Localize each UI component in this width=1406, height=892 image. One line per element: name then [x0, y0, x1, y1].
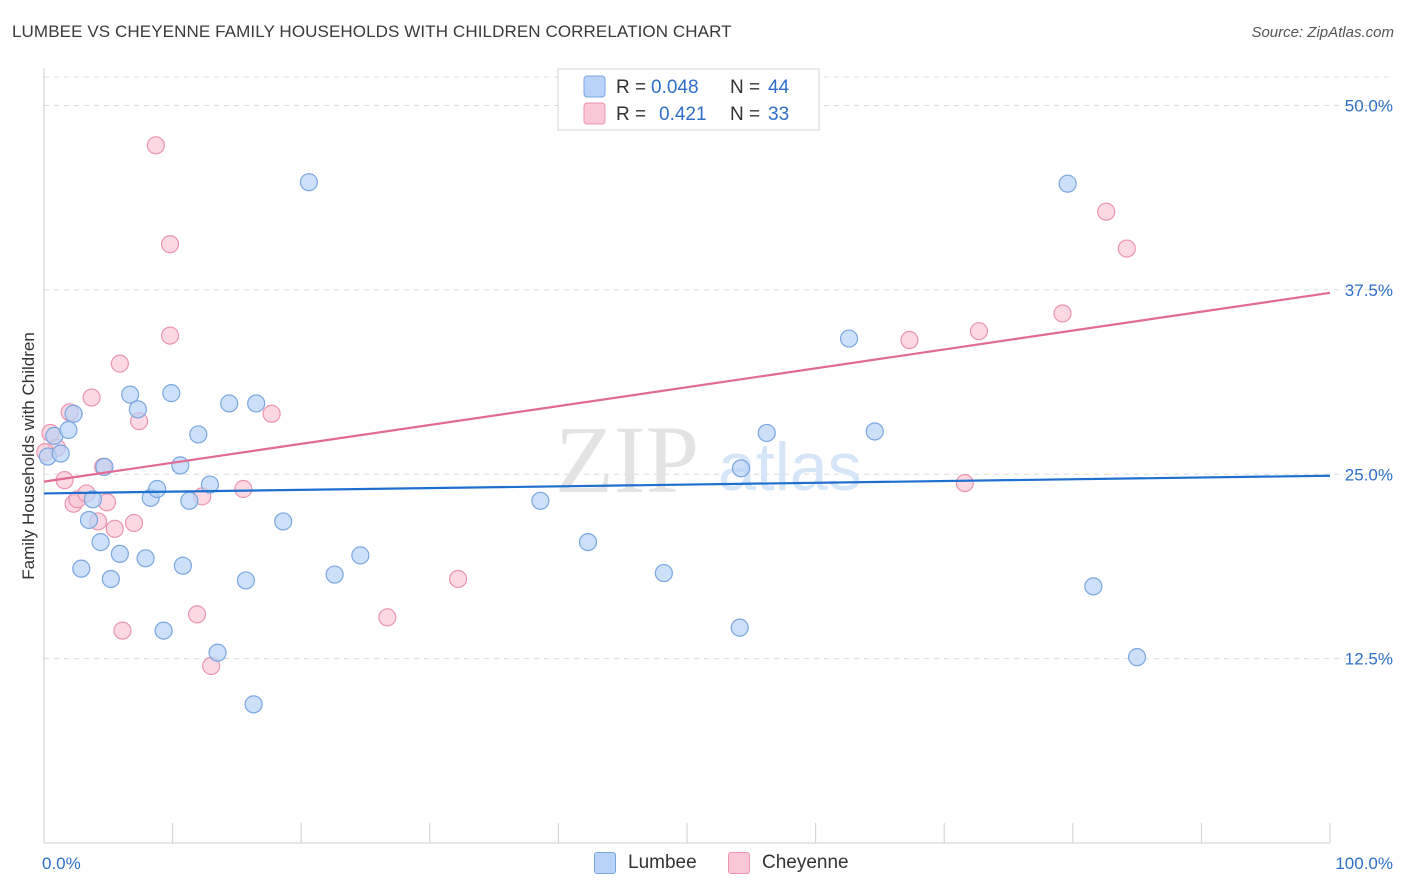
cheyenne-point-18 — [160, 326, 180, 345]
lumbee-point-22 — [189, 425, 208, 444]
lumbee-point-20 — [173, 556, 192, 575]
legend-n-label-1: N = — [730, 77, 760, 98]
series-lumbee-points — [38, 173, 1147, 714]
y-tick-labels: 12.5% 25.0% 37.5% 50.0% — [1345, 97, 1393, 669]
lumbee-point-23 — [200, 475, 219, 494]
cheyenne-point-30 — [1097, 202, 1116, 221]
legend-n-label-2: N = — [730, 104, 760, 125]
lumbee-point-8 — [91, 532, 110, 552]
lumbee-trend-line — [43, 474, 1331, 495]
lumbee-point-43 — [1127, 648, 1147, 667]
watermark: ZIP atlas — [555, 406, 862, 513]
lumbee-point-17 — [154, 621, 173, 640]
lumbee-point-38 — [757, 423, 776, 443]
legend-n-value-1: 44 — [768, 77, 790, 98]
y-tick-label-2: 37.5% — [1345, 281, 1393, 300]
legend-swatch-lumbee — [583, 75, 606, 98]
legend-r-value-1: 0.048 — [651, 77, 699, 98]
legend-n-value-2: 33 — [768, 104, 789, 125]
lumbee-point-40 — [865, 422, 884, 441]
cheyenne-label: Cheyenne — [762, 852, 849, 873]
lumbee-point-5 — [72, 559, 91, 578]
y-axis-label: Family Households with Children — [19, 332, 38, 580]
cheyenne-point-11 — [105, 519, 124, 538]
trend-lines — [43, 291, 1331, 495]
lumbee-point-29 — [274, 512, 293, 531]
lumbee-point-19 — [171, 456, 190, 475]
lumbee-point-2 — [51, 444, 70, 463]
lumbee-point-32 — [351, 546, 370, 565]
lumbee-point-4 — [64, 404, 83, 423]
x-tick-labels: 0.0% 100.0% — [42, 854, 1393, 873]
lumbee-point-11 — [110, 544, 129, 564]
cheyenne-point-27 — [955, 474, 974, 493]
lumbee-point-36 — [730, 618, 749, 637]
cheyenne-point-23 — [262, 404, 281, 423]
lumbee-point-28 — [247, 394, 266, 413]
cheyenne-trend-line — [43, 291, 1331, 483]
lumbee-point-14 — [136, 549, 155, 568]
cheyenne-point-7 — [82, 388, 101, 407]
lumbee-point-37 — [731, 459, 751, 478]
lumbee-swatch — [594, 852, 616, 874]
cheyenne-point-24 — [378, 608, 397, 627]
cheyenne-point-13 — [113, 621, 132, 640]
lumbee-point-33 — [531, 491, 550, 510]
lumbee-point-24 — [208, 643, 227, 662]
lumbee-point-25 — [220, 394, 239, 413]
cheyenne-point-20 — [187, 605, 207, 624]
lumbee-point-7 — [83, 490, 102, 509]
legend-item-cheyenne: Cheyenne — [728, 852, 849, 874]
lumbee-point-31 — [325, 565, 344, 584]
cheyenne-point-28 — [969, 322, 989, 341]
lumbee-point-39 — [839, 329, 859, 348]
cheyenne-point-16 — [146, 136, 165, 155]
legend-r-label-2: R = — [616, 104, 646, 125]
correlation-legend: R = 0.048 N = 44 R = 0.421 N = 33 — [557, 68, 820, 131]
lumbee-point-26 — [236, 571, 256, 590]
lumbee-point-27 — [244, 695, 263, 714]
cheyenne-point-26 — [900, 330, 919, 350]
legend-r-value-2: 0.421 — [659, 104, 707, 125]
cheyenne-point-31 — [1117, 239, 1136, 258]
lumbee-point-3 — [59, 420, 78, 440]
lumbee-point-10 — [101, 569, 120, 589]
lumbee-point-16 — [148, 479, 167, 499]
lumbee-point-35 — [654, 563, 673, 583]
y-tick-label-1: 25.0% — [1345, 465, 1393, 484]
source-credit: Source: ZipAtlas.com — [1251, 24, 1394, 41]
x-tick-label-0: 0.0% — [42, 854, 81, 873]
watermark-zip: ZIP — [555, 406, 699, 513]
cheyenne-point-25 — [448, 569, 468, 589]
lumbee-point-12 — [121, 385, 140, 404]
series-legend: Lumbee Cheyenne — [0, 852, 1406, 878]
cheyenne-point-12 — [110, 354, 129, 373]
lumbee-point-30 — [299, 173, 319, 192]
lumbee-label: Lumbee — [628, 852, 697, 873]
legend-item-lumbee: Lumbee — [594, 852, 697, 874]
lumbee-point-42 — [1084, 577, 1103, 596]
lumbee-point-41 — [1058, 174, 1077, 193]
cheyenne-point-22 — [234, 479, 253, 499]
lumbee-point-21 — [180, 491, 199, 510]
x-tick-label-1: 100.0% — [1335, 854, 1393, 873]
legend-r-label-1: R = — [616, 77, 646, 98]
chart-title: LUMBEE VS CHEYENNE FAMILY HOUSEHOLDS WIT… — [12, 22, 732, 41]
lumbee-point-34 — [578, 532, 598, 552]
lumbee-point-13 — [128, 400, 147, 419]
y-tick-label-0: 12.5% — [1345, 650, 1393, 669]
lumbee-point-18 — [162, 384, 181, 403]
cheyenne-point-14 — [124, 513, 144, 533]
cheyenne-point-29 — [1053, 304, 1072, 323]
legend-swatch-cheyenne — [583, 102, 606, 125]
cheyenne-point-17 — [160, 235, 180, 254]
cheyenne-swatch — [728, 852, 750, 874]
lumbee-point-6 — [79, 510, 99, 530]
y-tick-label-3: 50.0% — [1345, 97, 1393, 116]
